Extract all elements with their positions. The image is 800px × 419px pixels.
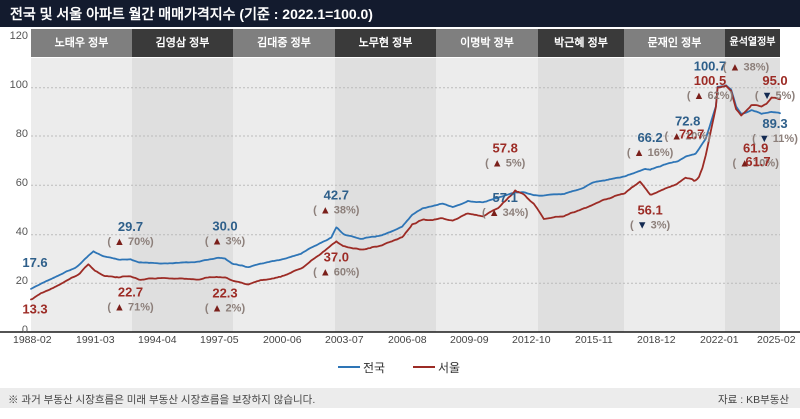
svg-text:22.3: 22.3 (212, 285, 237, 300)
svg-text:( ▼ 11%): ( ▼ 11%) (752, 133, 798, 145)
svg-text:22.7: 22.7 (118, 284, 143, 299)
svg-text:( ▼ 5%): ( ▼ 5%) (755, 90, 796, 102)
svg-text:( ▲ 60%): ( ▲ 60%) (313, 266, 360, 278)
svg-text:72.7: 72.7 (679, 127, 704, 142)
svg-text:66.2: 66.2 (637, 130, 662, 145)
svg-text:( ▲ 62%): ( ▲ 62%) (687, 90, 734, 102)
svg-text:( ▲ 5%): ( ▲ 5%) (485, 157, 526, 169)
svg-text:( ▲ 71%): ( ▲ 71%) (107, 301, 154, 313)
svg-text:17.6: 17.6 (22, 255, 47, 270)
svg-text:30.0: 30.0 (212, 219, 237, 234)
svg-text:( ▼ 3%): ( ▼ 3%) (630, 220, 671, 232)
svg-text:100.5: 100.5 (694, 73, 727, 88)
svg-text:( ▲ 3%): ( ▲ 3%) (205, 236, 246, 248)
svg-text:61.7: 61.7 (745, 154, 770, 169)
svg-text:( ▲ 34%): ( ▲ 34%) (482, 207, 529, 219)
svg-text:( ▲ 16%): ( ▲ 16%) (627, 147, 674, 159)
svg-text:37.0: 37.0 (324, 249, 349, 264)
svg-text:57.1: 57.1 (493, 190, 518, 205)
svg-text:( ▲ 38%): ( ▲ 38%) (723, 61, 770, 73)
svg-text:( ▲ 70%): ( ▲ 70%) (107, 236, 154, 248)
svg-text:89.3: 89.3 (762, 116, 787, 131)
svg-text:29.7: 29.7 (118, 219, 143, 234)
svg-text:13.3: 13.3 (22, 301, 47, 316)
svg-text:42.7: 42.7 (324, 187, 349, 202)
svg-text:( ▲ 38%): ( ▲ 38%) (313, 204, 360, 216)
svg-text:57.8: 57.8 (493, 140, 518, 155)
svg-text:100.7: 100.7 (694, 58, 727, 73)
svg-text:56.1: 56.1 (637, 203, 662, 218)
svg-text:( ▲ 2%): ( ▲ 2%) (205, 302, 246, 314)
svg-text:95.0: 95.0 (762, 73, 787, 88)
